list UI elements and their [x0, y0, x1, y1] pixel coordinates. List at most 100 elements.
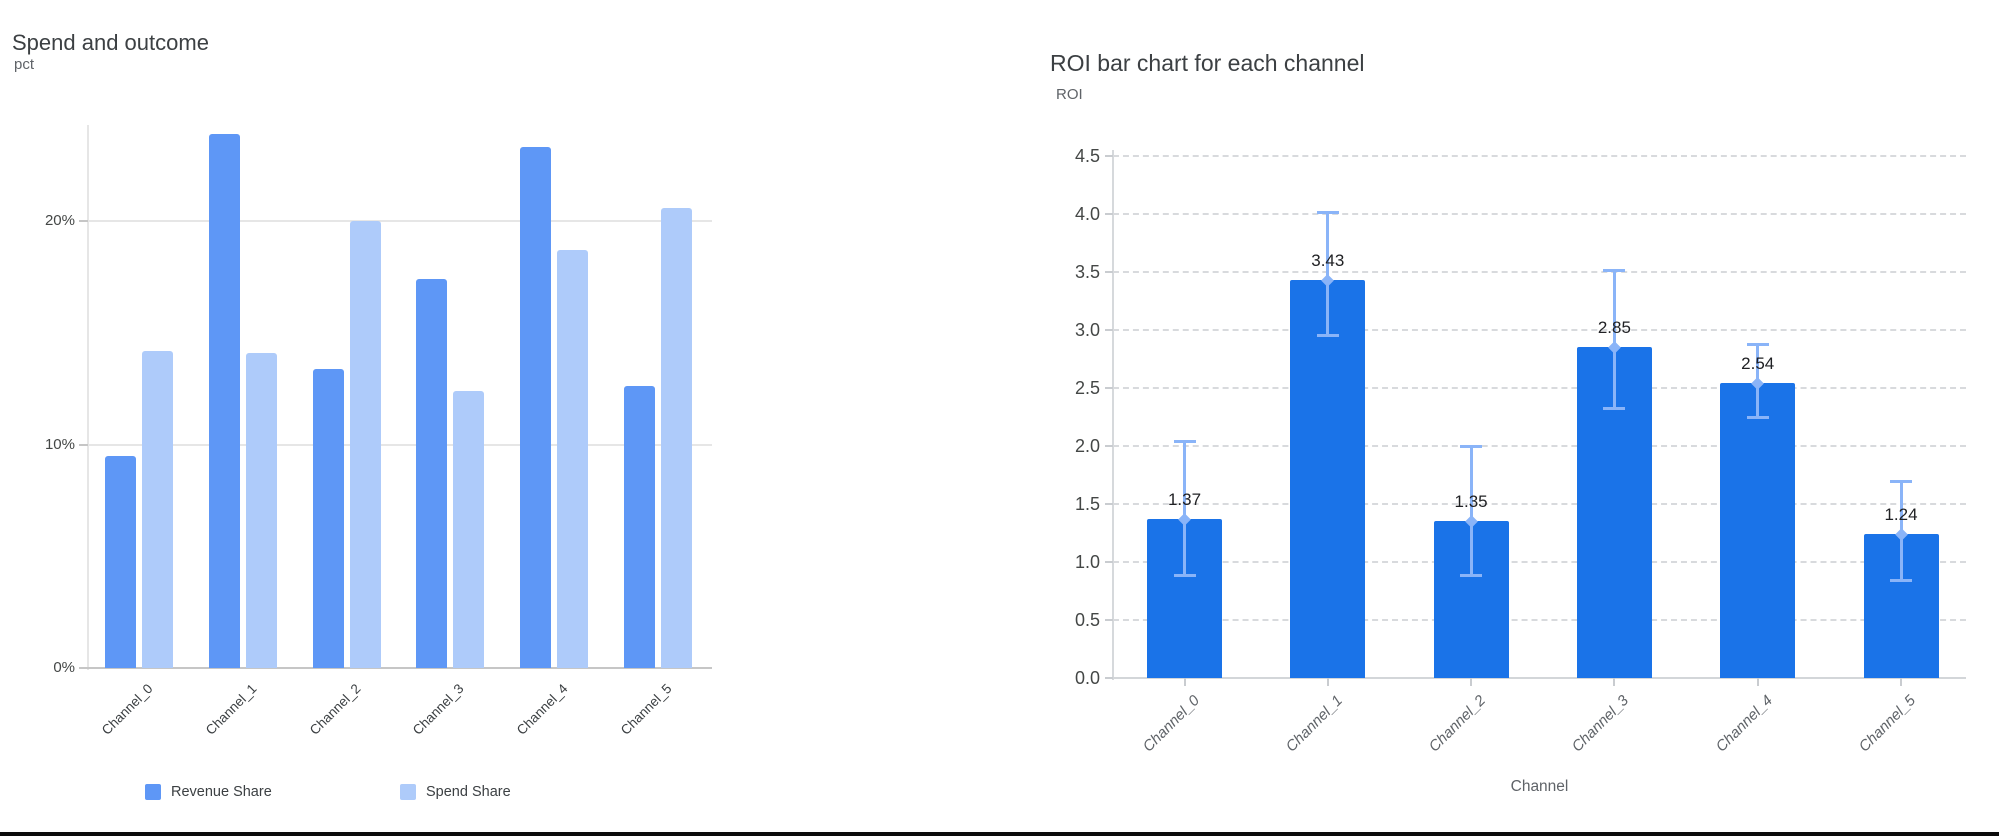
right-y-tick-label: 1.0: [1074, 552, 1100, 572]
right-x-category-label: Channel_1: [1282, 692, 1346, 756]
right-gridline: [1113, 213, 1966, 215]
left-bar-revenue-share-channel_2: [312, 368, 344, 668]
right-y-tick-label: 4.5: [1074, 146, 1100, 166]
right-x-tick-mark: [1183, 678, 1186, 686]
right-y-tick-label: 0.5: [1074, 610, 1100, 630]
left-y-tick-mark: [79, 667, 88, 669]
error-bar-cap-bottom: [1460, 573, 1483, 577]
left-x-category-label: Channel_3: [410, 681, 467, 738]
left-gridline: [88, 220, 712, 222]
left-bar-spend-share-channel_2: [349, 221, 381, 668]
right-y-tick-mark: [1105, 561, 1113, 563]
left-x-category-label: Channel_2: [306, 681, 364, 738]
left-x-category-label: Channel_5: [617, 681, 675, 738]
bar-value-label: 3.43: [1311, 251, 1345, 271]
right-y-tick-mark: [1105, 503, 1113, 505]
right-y-tick-mark: [1105, 677, 1113, 679]
left-x-category-label: Channel_1: [202, 681, 260, 738]
right-y-axis-line: [1112, 150, 1114, 680]
right-gridline: [1113, 619, 1966, 621]
right-gridline: [1113, 387, 1966, 389]
right-y-tick-mark: [1105, 271, 1113, 273]
right-x-tick-mark: [1900, 678, 1902, 686]
left-chart-title: Spend and outcome: [12, 30, 209, 56]
error-bar-line: [1183, 441, 1186, 576]
right-bar-channel_4: [1720, 383, 1796, 678]
legend-label: Spend Share: [426, 784, 511, 800]
right-y-tick-label: 0.0: [1074, 668, 1100, 688]
left-y-axis-line: [87, 125, 89, 670]
right-x-category-label: Channel_3: [1569, 692, 1633, 756]
right-y-tick-mark: [1105, 329, 1113, 331]
error-bar-cap-top: [1460, 445, 1483, 448]
error-bar-cap-top: [1603, 268, 1626, 272]
left-bar-revenue-share-channel_4: [520, 147, 552, 668]
right-y-tick-label: 3.0: [1074, 320, 1100, 340]
error-bar-cap-bottom: [1746, 416, 1769, 420]
left-bar-revenue-share-channel_3: [416, 279, 448, 668]
left-bar-revenue-share-channel_1: [208, 133, 240, 668]
error-bar-cap-top: [1746, 342, 1769, 346]
right-x-axis-line: [1113, 677, 1966, 679]
bar-value-label: 1.35: [1454, 492, 1488, 512]
right-chart-title: ROI bar chart for each channel: [1050, 50, 1365, 77]
right-gridline: [1113, 155, 1966, 157]
bar-value-label: 2.85: [1597, 318, 1631, 338]
right-x-tick-mark: [1470, 678, 1473, 686]
right-y-tick-label: 3.5: [1074, 262, 1100, 282]
right-x-tick-mark: [1756, 678, 1759, 686]
right-x-tick-mark: [1613, 678, 1616, 686]
error-bar-line: [1612, 269, 1616, 409]
left-bar-spend-share-channel_4: [557, 250, 589, 668]
right-y-tick-mark: [1105, 445, 1113, 447]
error-bar-cap-bottom: [1316, 333, 1339, 337]
left-y-tick-label: 0%: [53, 659, 75, 676]
right-y-tick-label: 2.5: [1074, 378, 1100, 398]
right-x-category-label: Channel_5: [1855, 692, 1920, 756]
right-x-category-label: Channel_2: [1425, 692, 1490, 756]
bottom-border: [0, 832, 1999, 836]
right-y-tick-mark: [1105, 387, 1113, 389]
right-y-tick-label: 1.5: [1074, 494, 1100, 514]
right-x-category-label: Channel_4: [1712, 692, 1776, 756]
left-bar-spend-share-channel_3: [453, 390, 485, 668]
left-gridline: [88, 443, 712, 446]
right-gridline: [1113, 445, 1966, 447]
bar-value-label: 2.54: [1741, 354, 1775, 374]
right-gridline: [1113, 503, 1966, 505]
left-y-axis-unit-label: pct: [14, 56, 35, 73]
error-bar-line: [1326, 211, 1330, 336]
error-bar-cap-top: [1316, 210, 1339, 214]
right-y-tick-mark: [1105, 155, 1113, 157]
left-bar-revenue-share-channel_0: [105, 455, 136, 668]
right-y-tick-label: 2.0: [1074, 436, 1100, 456]
left-bar-spend-share-channel_5: [661, 207, 692, 668]
right-x-axis-title: Channel: [1510, 778, 1569, 795]
left-y-tick-label: 20%: [44, 212, 75, 229]
left-x-category-label: Channel_0: [98, 681, 156, 738]
right-gridline: [1113, 271, 1966, 273]
right-y-tick-label: 4.0: [1074, 204, 1100, 224]
legend-entry-spend-share: Spend Share: [400, 784, 511, 800]
right-gridline: [1113, 329, 1966, 331]
error-bar-line: [1469, 446, 1473, 576]
error-bar-cap-bottom: [1890, 578, 1912, 582]
error-bar-cap-top: [1173, 440, 1196, 444]
left-y-tick-mark: [79, 220, 88, 222]
legend-entry-revenue-share: Revenue Share: [145, 784, 272, 800]
right-bar-channel_1: [1290, 280, 1366, 678]
right-y-tick-mark: [1105, 213, 1113, 215]
left-bar-spend-share-channel_1: [245, 352, 277, 668]
left-bar-spend-share-channel_0: [142, 350, 173, 668]
left-bar-revenue-share-channel_5: [624, 386, 655, 668]
left-x-axis-line: [88, 667, 712, 669]
error-bar-cap-bottom: [1603, 406, 1626, 410]
legend-label: Revenue Share: [171, 784, 272, 800]
bar-value-label: 1.24: [1884, 505, 1918, 525]
left-y-tick-mark: [79, 443, 88, 446]
right-y-tick-mark: [1105, 619, 1113, 621]
right-x-category-label: Channel_0: [1139, 692, 1203, 756]
right-x-tick-mark: [1326, 678, 1329, 686]
legend-swatch: [145, 784, 161, 800]
